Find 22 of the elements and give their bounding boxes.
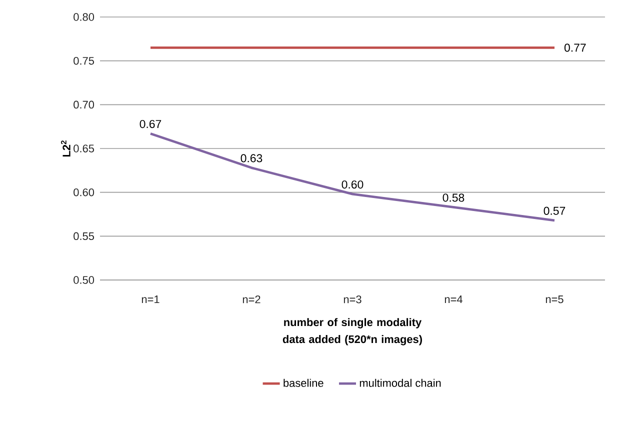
data-label: 0.57 — [544, 206, 566, 215]
data-label: 0.58 — [442, 194, 464, 202]
data-label: 0.63 — [240, 154, 262, 162]
x-axis-title: number of single modality data added (520*n images) — [282, 318, 422, 346]
x-tick-label: n=1 — [142, 296, 160, 304]
text: 0.55 — [74, 232, 94, 240]
text: 0.70 — [74, 100, 94, 109]
text: 0.75 — [74, 56, 94, 65]
text: 0.60 — [74, 188, 94, 196]
y-axis-title: L2$^{2}$ — [60, 140, 70, 157]
text: 0.65 — [74, 144, 94, 152]
data-label: 0.60 — [342, 180, 364, 189]
x-tick-label: n=4 — [444, 296, 462, 304]
legend-label: multimodal chain — [360, 378, 441, 387]
legend-label: baseline — [284, 378, 324, 387]
text: 0.50 — [74, 276, 94, 284]
data-label: 0.67 — [140, 120, 162, 128]
data-label: 0.77 — [564, 44, 586, 52]
x-tick-label: n=5 — [546, 296, 564, 304]
text: 0.80 — [74, 13, 94, 21]
x-tick-label: n=2 — [242, 296, 260, 304]
x-tick-label: n=3 — [344, 296, 362, 304]
